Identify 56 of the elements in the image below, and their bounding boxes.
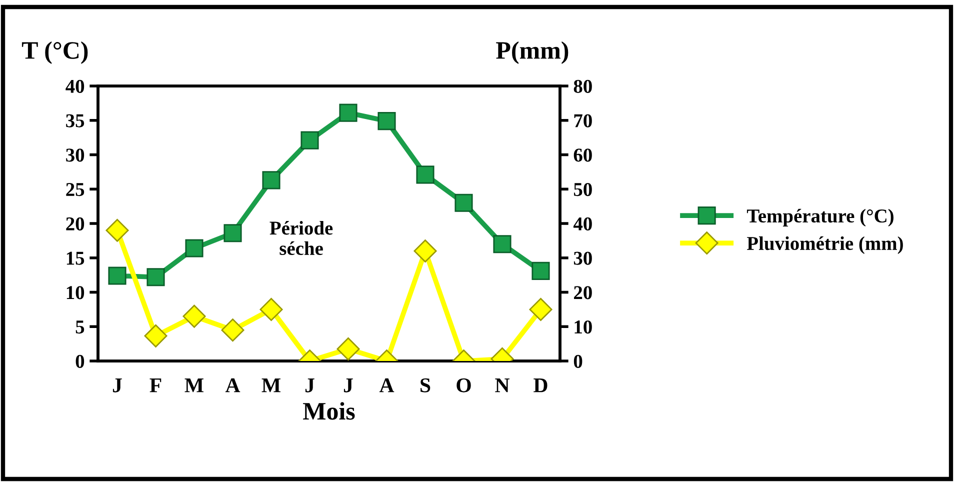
x-tick-label: A <box>225 378 240 392</box>
y-tick-label: 40 <box>66 80 84 93</box>
point <box>108 266 126 285</box>
y-tick-label: 0 <box>76 354 84 368</box>
y2-tick-label: 20 <box>574 286 592 300</box>
y2-tick-label: 70 <box>574 114 592 128</box>
x-tick-label: J <box>112 378 122 392</box>
y2-tick-label: 10 <box>574 320 592 334</box>
point <box>339 104 358 122</box>
point <box>336 337 360 360</box>
y2-tick-label: 60 <box>574 148 592 162</box>
point <box>300 131 319 150</box>
x-tick-label: N <box>495 378 510 392</box>
point <box>493 235 512 254</box>
y2-tick-label: 0 <box>574 354 582 368</box>
y-tick-label: 35 <box>66 114 84 128</box>
point <box>532 262 550 280</box>
x-tick-label: M <box>262 378 280 392</box>
x-tick-label: M <box>184 378 204 392</box>
x-tick-label: J <box>344 378 353 392</box>
point <box>454 194 473 212</box>
x-tick-label: A <box>379 378 394 392</box>
point <box>221 318 244 342</box>
point <box>262 171 280 190</box>
y-tick-label: 5 <box>76 320 84 334</box>
annotation: Période séche <box>270 221 333 256</box>
point <box>185 239 204 258</box>
x-tick-label: O <box>456 378 471 392</box>
point <box>146 268 165 286</box>
point <box>416 166 434 184</box>
x-tick-label: S <box>420 378 430 392</box>
point <box>378 112 396 130</box>
y2-tick-label: 30 <box>574 252 592 265</box>
point <box>224 224 242 242</box>
y2-tick-label: 80 <box>574 80 592 93</box>
y-tick-label: 10 <box>66 286 84 300</box>
point <box>144 324 168 348</box>
x-tick-label: D <box>534 378 548 392</box>
y-tick-label: 25 <box>66 182 84 196</box>
y2-tick-label: 50 <box>574 182 592 196</box>
point <box>529 298 552 321</box>
point <box>106 218 129 242</box>
y-tick-label: 30 <box>66 148 84 162</box>
x-tick-label: J <box>305 378 314 392</box>
y2-axis-title: P(mm) <box>496 41 568 64</box>
x-tick-label: F <box>150 378 162 392</box>
point <box>182 304 206 328</box>
y-tick-label: 20 <box>66 217 84 230</box>
legend-label: Température (°C) <box>746 208 894 226</box>
y-axis-title: T (°C) <box>22 41 88 64</box>
y2-tick-label: 40 <box>573 217 592 230</box>
point <box>260 298 283 321</box>
y-tick-label: 15 <box>66 252 84 265</box>
legend-label: Pluviométrie (mm) <box>747 236 903 254</box>
point <box>414 240 437 262</box>
x-axis-title: Mois <box>303 402 355 420</box>
